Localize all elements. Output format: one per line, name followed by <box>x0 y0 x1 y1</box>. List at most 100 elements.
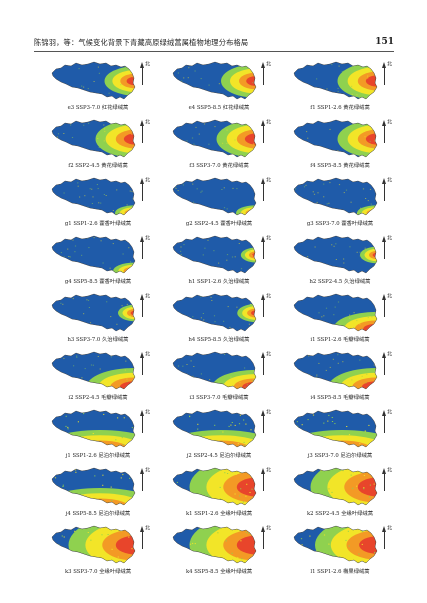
suitability-speck <box>367 317 369 319</box>
figure-map-grid: 北 e3 SSP3-7.0 红花绿绒蒿北 e4 SSP5-8.5 红花绿绒蒿北 f1 … <box>44 59 394 579</box>
suitability-speck <box>100 562 102 563</box>
plateau-boundary <box>172 61 257 100</box>
suitability-speck <box>111 499 113 501</box>
suitability-speck <box>99 368 101 370</box>
suitability-speck <box>325 490 328 492</box>
suitability-speck <box>249 492 251 493</box>
north-arrow-icon: 北 <box>382 235 392 263</box>
suitability-speck <box>231 176 232 177</box>
suitability-speck <box>359 251 361 253</box>
suitability-zone <box>369 250 377 260</box>
map-panel: 北 k4 SSP5-8.5 全缘叶绿绒蒿 <box>165 523 273 581</box>
suitability-speck <box>254 186 256 187</box>
north-arrow-icon: 北 <box>261 409 271 437</box>
suitability-speck <box>52 493 54 495</box>
suitability-speck <box>323 422 325 424</box>
suitability-speck <box>90 539 92 541</box>
suitability-speck <box>82 442 84 444</box>
suitability-speck <box>256 375 257 376</box>
map-caption: j2 SSP2-4.5 尼泊尔绿绒蒿 <box>186 453 252 459</box>
suitability-speck <box>363 121 365 123</box>
suitability-speck <box>225 136 227 138</box>
suitability-speck <box>80 147 82 149</box>
suitability-speck <box>254 444 256 446</box>
plateau-boundary <box>51 177 136 216</box>
north-label: 北 <box>386 293 392 298</box>
suitability-speck <box>231 145 233 147</box>
suitability-speck <box>295 60 296 61</box>
map-caption: k3 SSP3-7.0 全缘叶绿绒蒿 <box>64 569 132 575</box>
suitability-map <box>172 61 257 100</box>
north-label: 北 <box>386 525 392 530</box>
suitability-zone <box>236 129 256 149</box>
suitability-speck <box>190 496 192 497</box>
north-arrow-icon: 北 <box>382 467 392 495</box>
suitability-speck <box>249 251 251 253</box>
suitability-speck <box>317 503 319 505</box>
suitability-speck <box>195 126 197 128</box>
suitability-speck <box>359 255 361 257</box>
suitability-speck <box>316 78 318 80</box>
suitability-speck <box>174 120 176 121</box>
suitability-zone <box>223 529 256 561</box>
map-caption: k2 SSP2-4.5 全缘叶绿绒蒿 <box>306 511 374 517</box>
suitability-speck <box>172 77 173 78</box>
suitability-speck <box>245 495 247 497</box>
suitability-speck <box>367 75 369 77</box>
suitability-speck <box>215 532 217 534</box>
suitability-speck <box>375 361 377 363</box>
suitability-speck <box>313 271 315 273</box>
suitability-speck <box>77 182 79 184</box>
suitability-speck <box>318 312 320 314</box>
north-label: 北 <box>265 119 271 124</box>
suitability-speck <box>112 63 114 65</box>
suitability-speck <box>202 326 204 328</box>
suitability-speck <box>86 466 87 467</box>
suitability-speck <box>225 540 227 542</box>
suitability-zone <box>330 526 377 563</box>
suitability-speck <box>238 468 240 469</box>
suitability-speck <box>63 357 65 359</box>
suitability-speck <box>219 387 221 389</box>
suitability-speck <box>186 140 188 142</box>
suitability-speck <box>295 559 297 561</box>
suitability-zone <box>102 529 135 561</box>
suitability-speck <box>234 424 236 426</box>
suitability-zone <box>236 477 256 497</box>
suitability-speck <box>66 499 68 501</box>
suitability-speck <box>350 138 352 140</box>
suitability-speck <box>213 234 214 235</box>
suitability-speck <box>103 96 106 98</box>
suitability-speck <box>235 474 237 475</box>
suitability-speck <box>74 251 76 253</box>
suitability-speck <box>252 82 254 84</box>
suitability-speck <box>369 188 372 190</box>
suitability-speck <box>363 487 365 489</box>
suitability-speck <box>200 296 202 298</box>
suitability-speck <box>356 212 358 214</box>
suitability-speck <box>339 556 341 558</box>
north-label: 北 <box>265 467 271 472</box>
suitability-speck <box>75 471 77 473</box>
suitability-speck <box>109 448 110 449</box>
suitability-speck <box>78 332 79 333</box>
suitability-speck <box>373 65 375 67</box>
suitability-speck <box>103 124 105 126</box>
suitability-speck <box>246 435 249 437</box>
suitability-speck <box>118 73 121 75</box>
suitability-speck <box>318 155 320 157</box>
suitability-speck <box>72 552 74 554</box>
suitability-speck <box>74 245 77 247</box>
suitability-speck <box>323 315 325 317</box>
map-panel: 北 h3 SSP3-7.0 久治绿绒蒿 <box>44 291 152 349</box>
suitability-speck <box>69 318 71 320</box>
suitability-speck <box>75 320 78 322</box>
suitability-speck <box>370 70 372 72</box>
suitability-speck <box>72 239 74 241</box>
suitability-speck <box>109 267 111 269</box>
suitability-speck <box>356 274 357 275</box>
suitability-speck <box>78 236 80 238</box>
map-panel: 北 j2 SSP2-4.5 尼泊尔绿绒蒿 <box>165 407 273 465</box>
suitability-speck <box>331 491 333 493</box>
suitability-map <box>293 351 378 390</box>
